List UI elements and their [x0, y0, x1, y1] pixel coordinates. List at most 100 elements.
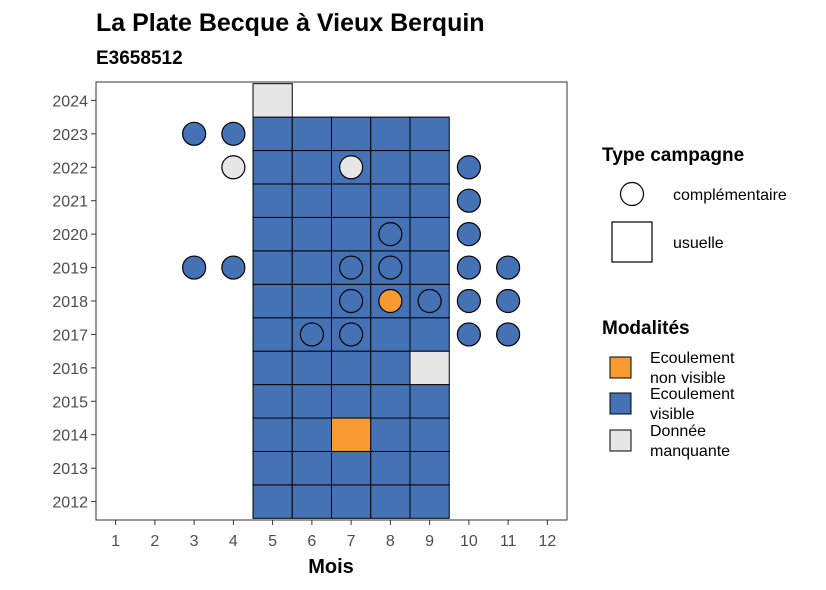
- tile-2012-8: [370, 484, 411, 519]
- legend-type-entries: complémentaire usuelle: [611, 181, 787, 263]
- tile-2012-7: [331, 484, 372, 519]
- point-2021-10: [456, 188, 481, 213]
- legend-mod-label-line1: Donnée: [650, 423, 706, 440]
- x-tick-label: 1: [111, 533, 120, 550]
- legend-mod-title: Modalités: [602, 318, 690, 339]
- tile-2023-9: [409, 116, 450, 152]
- y-tick-label: 2015: [52, 394, 88, 411]
- tile-2020-5: [252, 216, 293, 252]
- x-tick-label: 2: [150, 533, 159, 550]
- x-tick-label: 10: [460, 533, 478, 550]
- tile-2013-7: [331, 450, 372, 486]
- chart-title: La Plate Becque à Vieux Berquin: [96, 9, 485, 37]
- x-tick-label: 12: [538, 533, 556, 550]
- tile-2021-6: [291, 183, 332, 218]
- legend-mod-swatch: [609, 429, 632, 452]
- point-2022-10: [456, 155, 481, 180]
- tile-2013-6: [291, 450, 332, 486]
- point-2019-4: [221, 255, 246, 280]
- usuelle-tiles: [252, 83, 450, 519]
- legend-mod-label-line2: visible: [650, 406, 695, 423]
- tile-2019-6: [291, 250, 332, 285]
- tile-2021-5: [252, 183, 293, 218]
- tile-2013-9: [409, 450, 450, 486]
- tile-2022-8: [370, 150, 411, 185]
- y-tick-label: 2017: [52, 327, 88, 344]
- legend-type-label: usuelle: [673, 235, 724, 252]
- tile-2021-7: [331, 183, 372, 218]
- point-2018-9: [417, 288, 442, 314]
- tile-2020-6: [291, 216, 332, 252]
- legend-mod-label-line1: Ecoulement: [650, 386, 735, 403]
- x-axis-title: Mois: [308, 556, 354, 578]
- x-tick-label: 3: [190, 533, 199, 550]
- tile-2012-5: [252, 484, 293, 519]
- y-tick-label: 2021: [52, 194, 88, 211]
- tile-2013-8: [370, 450, 411, 486]
- y-tick-label: 2016: [52, 361, 88, 378]
- legend-type-label: complémentaire: [673, 187, 787, 204]
- y-tick-label: 2014: [52, 428, 88, 445]
- tile-2024-5: [252, 83, 293, 118]
- tile-2022-6: [291, 150, 332, 185]
- tile-2016-5: [252, 350, 293, 386]
- tile-2015-6: [291, 384, 332, 419]
- point-2020-10: [456, 222, 481, 247]
- point-2022-7: [339, 155, 364, 180]
- legend-mod-label-line1: Ecoulement: [650, 350, 735, 367]
- tile-2012-9: [409, 484, 450, 519]
- legend-type-title: Type campagne: [602, 145, 744, 166]
- point-2019-11: [496, 255, 521, 280]
- tile-2014-9: [409, 417, 450, 452]
- tile-2014-5: [252, 417, 293, 452]
- tile-2012-6: [291, 484, 332, 519]
- tile-2016-6: [291, 350, 332, 386]
- point-2018-8: [378, 288, 403, 314]
- tile-2021-8: [370, 183, 411, 218]
- point-2022-4: [221, 155, 246, 180]
- y-axis: 2012 2013 2014 2015 2016 2017 2018 2019 2020 2021…: [52, 93, 96, 512]
- point-2017-10: [456, 322, 481, 347]
- point-2019-3: [182, 255, 207, 280]
- tile-2015-8: [370, 384, 411, 419]
- tile-2016-9: [409, 350, 450, 386]
- tile-2020-9: [409, 216, 450, 252]
- legend-square-key: [611, 221, 653, 263]
- tile-2019-5: [252, 250, 293, 285]
- tile-2016-8: [370, 350, 411, 386]
- y-tick-label: 2024: [52, 93, 88, 110]
- tile-2017-5: [252, 317, 293, 352]
- tile-2023-8: [370, 116, 411, 152]
- y-tick-label: 2022: [52, 160, 88, 177]
- legend-circle-key: [619, 181, 645, 207]
- y-tick-label: 2019: [52, 261, 88, 278]
- x-tick-label: 7: [347, 533, 356, 550]
- tile-2014-8: [370, 417, 411, 452]
- tile-2023-5: [252, 116, 293, 152]
- legend-mod-swatch: [609, 356, 632, 379]
- tile-2020-7: [331, 216, 372, 252]
- tile-2022-5: [252, 150, 293, 185]
- point-2017-11: [496, 322, 521, 347]
- y-tick-label: 2013: [52, 461, 88, 478]
- tile-2016-7: [331, 350, 372, 386]
- point-2017-7: [339, 322, 364, 347]
- x-tick-label: 5: [268, 533, 277, 550]
- y-tick-label: 2023: [52, 127, 88, 144]
- tile-2014-7: [331, 417, 372, 452]
- tile-2018-6: [291, 283, 332, 319]
- x-tick-label: 11: [500, 533, 517, 550]
- legend-mod-label-line2: non visible: [650, 370, 726, 387]
- tile-2019-9: [409, 250, 450, 285]
- y-tick-label: 2018: [52, 294, 88, 311]
- x-tick-label: 9: [425, 533, 434, 550]
- point-2019-7: [339, 255, 364, 280]
- tile-2015-9: [409, 384, 450, 419]
- legend: Type campagne complémentaire usuelle Moda…: [602, 145, 787, 460]
- tile-2021-9: [409, 183, 450, 218]
- y-tick-label: 2020: [52, 227, 88, 244]
- point-2023-4: [221, 121, 246, 146]
- complementaire-points: [182, 121, 521, 347]
